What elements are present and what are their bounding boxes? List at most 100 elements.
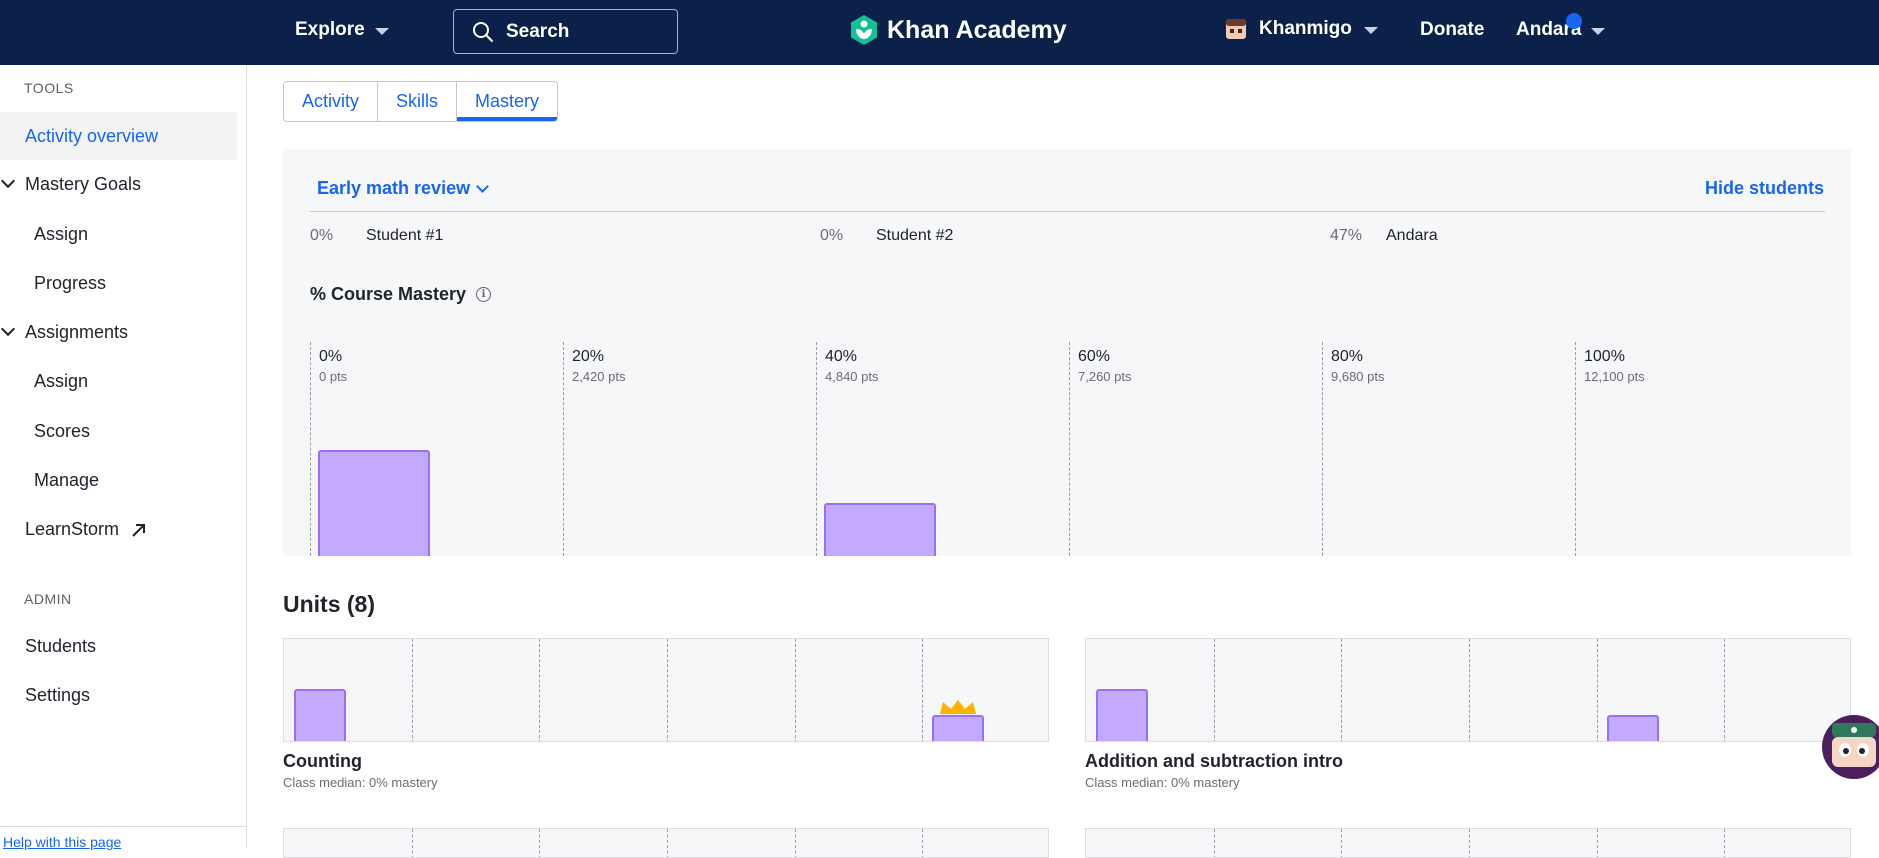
unit-grid-line [795, 639, 796, 741]
course-selector-label: Early math review [317, 178, 471, 198]
chart-tick-label: 60% [1078, 348, 1111, 365]
chart-tick-label: 100% [1584, 348, 1625, 365]
tab-mastery[interactable]: Mastery [457, 82, 558, 121]
search-label: Search [506, 20, 570, 42]
tab-skills[interactable]: Skills [378, 82, 458, 121]
khanmigo-label: Khanmigo [1259, 18, 1352, 39]
course-mastery-title: % Course Mastery i [310, 284, 492, 305]
sidebar-item-mastery-goals[interactable]: Mastery Goals [25, 174, 142, 194]
sidebar [0, 65, 247, 848]
student-mastery-pct: 0% [310, 227, 334, 244]
unit-grid-line [667, 639, 668, 741]
student-mastery-pct: 47% [1330, 227, 1363, 244]
chart-grid-line [563, 342, 564, 556]
chart-tick-points: 4,840 pts [825, 369, 879, 384]
khanmigo-avatar-icon [1226, 19, 1246, 39]
unit-grid-line [1214, 829, 1215, 857]
unit-grid-line [1597, 639, 1598, 741]
unit-card-counting[interactable] [283, 638, 1049, 742]
chart-grid-line [310, 342, 311, 556]
khanmigo-menu[interactable]: Khanmigo [1225, 18, 1378, 40]
chart-grid-line [816, 342, 817, 556]
unit-name[interactable]: Addition and subtraction intro [1085, 751, 1343, 771]
sidebar-item-learnstorm[interactable]: LearnStorm [25, 519, 147, 540]
sidebar-item-assignments-manage[interactable]: Manage [34, 470, 100, 490]
sidebar-item-students[interactable]: Students [25, 636, 97, 656]
notification-dot [1566, 13, 1582, 29]
sidebar-tools-heading: TOOLS [24, 80, 74, 96]
unit-name[interactable]: Counting [283, 751, 362, 771]
sidebar-item-assignments[interactable]: Assignments [25, 322, 129, 342]
sidebar-active-highlight [0, 112, 237, 160]
learnstorm-label: LearnStorm [25, 519, 120, 539]
unit-grid-line [795, 829, 796, 857]
chart-bar[interactable] [824, 503, 936, 556]
khanmigo-character-icon [1832, 723, 1876, 767]
chevron-down-icon [1591, 28, 1606, 35]
sidebar-item-assignments-assign[interactable]: Assign [34, 371, 89, 391]
sidebar-divider [0, 826, 246, 827]
chart-tick-label: 80% [1331, 348, 1364, 365]
unit-grid-line [1724, 829, 1725, 857]
crown-icon [940, 700, 976, 714]
external-link-icon [132, 523, 146, 537]
tab-activity[interactable]: Activity [284, 82, 379, 121]
student-row: 0% Student #2 [820, 227, 953, 245]
khanmigo-chat-button[interactable] [1822, 715, 1879, 779]
chart-tick-points: 9,680 pts [1331, 369, 1385, 384]
chart-bar[interactable] [318, 450, 430, 556]
chart-tick-label: 40% [825, 348, 858, 365]
sidebar-item-settings[interactable]: Settings [25, 685, 91, 705]
unit-bar [1096, 689, 1148, 741]
user-menu[interactable]: Andara [1516, 19, 1606, 41]
student-mastery-pct: 0% [820, 227, 844, 244]
student-name: Student #1 [366, 227, 444, 244]
sidebar-item-mastery-assign[interactable]: Assign [34, 224, 89, 244]
panel-divider [310, 211, 1825, 212]
unit-bar [1607, 715, 1659, 741]
units-title: Units (8) [283, 591, 375, 617]
khan-academy-logo[interactable]: Khan Academy [849, 14, 1067, 46]
sidebar-item-activity-overview[interactable]: Activity overview [25, 126, 159, 146]
chevron-down-icon [476, 179, 489, 193]
unit-grid-line [1724, 639, 1725, 741]
unit-card[interactable] [283, 828, 1049, 858]
unit-grid-line [1341, 639, 1342, 741]
chart-tick-label: 20% [572, 348, 605, 365]
unit-grid-line [1341, 829, 1342, 857]
unit-grid-line [412, 639, 413, 741]
chart-grid-line [1322, 342, 1323, 556]
hide-students-button[interactable]: Hide students [1704, 178, 1824, 198]
help-link[interactable]: Help with this page [3, 834, 122, 850]
unit-grid-line [539, 829, 540, 857]
student-row: 47% Andara [1330, 227, 1438, 245]
search-button[interactable]: Search [453, 9, 678, 54]
course-mastery-title-text: % Course Mastery [310, 284, 467, 304]
sidebar-item-mastery-progress[interactable]: Progress [34, 273, 107, 293]
chart-tick-points: 12,100 pts [1584, 369, 1645, 384]
chart-tick-points: 0 pts [319, 369, 348, 384]
course-selector[interactable]: Early math review [317, 178, 489, 199]
search-icon [473, 21, 493, 42]
sidebar-admin-heading: ADMIN [24, 591, 72, 607]
report-tabs: Activity Skills Mastery [283, 81, 559, 122]
unit-grid-line [1597, 829, 1598, 857]
chevron-down-icon [1363, 27, 1378, 34]
unit-median: Class median: 0% mastery [283, 775, 438, 790]
chevron-down-icon [374, 28, 389, 35]
unit-bar [932, 715, 984, 741]
explore-menu[interactable]: Explore [295, 19, 389, 41]
unit-card-addition-subtraction[interactable] [1085, 638, 1851, 742]
unit-grid-line [922, 829, 923, 857]
top-navigation-bar: Explore Search Khan Academy Khanmigo Don… [0, 0, 1879, 65]
unit-card[interactable] [1085, 828, 1851, 858]
sidebar-item-assignments-scores[interactable]: Scores [34, 421, 91, 441]
chart-tick-label: 0% [319, 348, 343, 365]
chart-tick-points: 7,260 pts [1078, 369, 1132, 384]
donate-link[interactable]: Donate [1420, 19, 1485, 40]
unit-grid-line [1469, 829, 1470, 857]
student-row: 0% Student #1 [310, 227, 443, 245]
info-icon[interactable]: i [476, 287, 492, 302]
unit-grid-line [412, 829, 413, 857]
unit-grid-line [539, 639, 540, 741]
